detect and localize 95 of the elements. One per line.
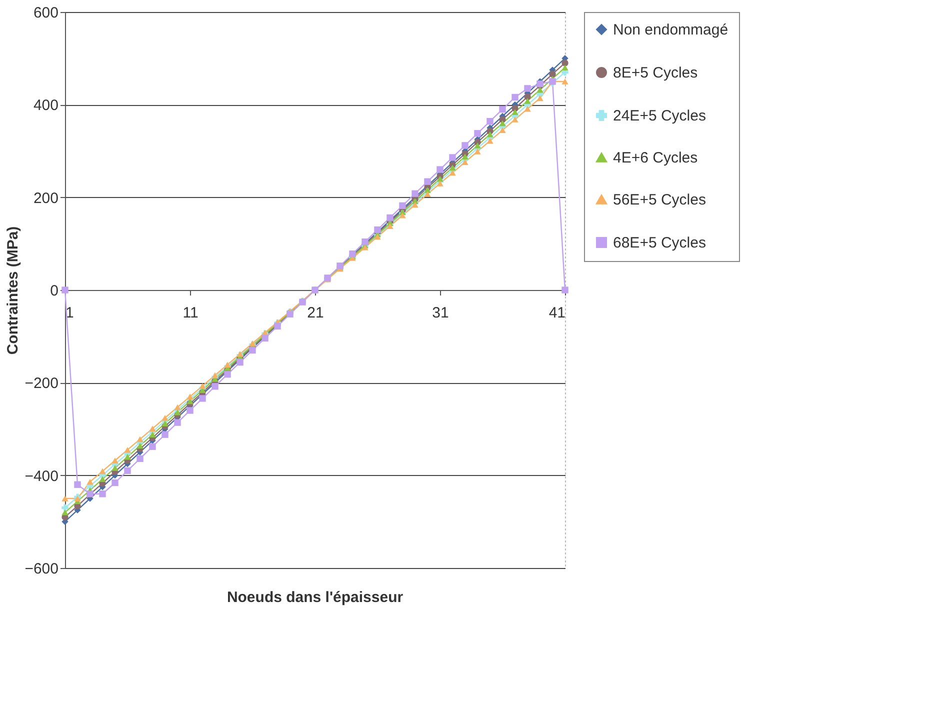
point [436, 166, 444, 173]
point [462, 159, 468, 166]
point [499, 106, 506, 113]
point [386, 214, 394, 222]
x-tick-label: 31 [432, 304, 449, 322]
point [62, 496, 68, 502]
point [524, 85, 531, 92]
point [512, 109, 518, 115]
point [136, 455, 144, 462]
point [62, 509, 68, 516]
point [112, 465, 118, 471]
x-tick-label: 41 [548, 304, 566, 322]
point [424, 178, 431, 185]
point [412, 190, 418, 197]
y-tick-label: 200 [33, 190, 58, 207]
point [62, 504, 68, 512]
point [449, 170, 456, 176]
point [524, 106, 531, 112]
legend-label: 4E+6 Cycles [613, 150, 698, 166]
point [249, 346, 256, 354]
point [536, 95, 544, 102]
x-axis-title: Noeuds dans l'épaisseur [226, 589, 404, 606]
point [199, 383, 206, 389]
point [436, 176, 444, 182]
point [174, 404, 181, 410]
point [112, 479, 118, 486]
point [562, 60, 568, 66]
point [512, 94, 518, 101]
point [124, 446, 131, 453]
point [174, 419, 181, 426]
point [499, 120, 506, 126]
x-tick-label: 1 [66, 304, 74, 322]
point [149, 443, 156, 450]
point [74, 481, 81, 488]
point [462, 142, 468, 149]
point [536, 86, 544, 93]
point [524, 98, 531, 104]
point [212, 383, 218, 390]
point [499, 127, 506, 134]
legend-label: 24E+5 Cycles [613, 108, 706, 124]
point [86, 478, 94, 485]
point [399, 212, 406, 218]
point [136, 436, 144, 442]
point [449, 154, 456, 161]
point [474, 142, 481, 148]
y-tick-label: 600 [33, 4, 58, 22]
point [124, 454, 131, 460]
point [124, 467, 131, 474]
point [474, 130, 481, 137]
point [136, 442, 144, 449]
point [199, 395, 206, 402]
point [236, 358, 244, 366]
y-tick-label: −600 [24, 560, 58, 578]
point [486, 138, 494, 144]
legend-label: 8E+5 Cycles [613, 64, 698, 82]
legend-label: 56E+5 Cycles [613, 192, 706, 208]
point [149, 432, 156, 438]
point [424, 187, 431, 193]
y-tick-label: 400 [33, 97, 58, 114]
y-tick-label: −200 [24, 375, 58, 392]
point [186, 407, 194, 414]
point [474, 148, 481, 154]
point [486, 118, 494, 125]
point [99, 468, 106, 474]
point [162, 414, 168, 421]
y-tick-label: −400 [24, 468, 58, 485]
point [162, 420, 168, 426]
x-tick-label: 11 [182, 304, 198, 322]
x-tick-label: 21 [307, 304, 324, 322]
point [462, 154, 468, 160]
legend-label: Non endommagé [613, 22, 728, 38]
point [162, 431, 168, 438]
point [436, 180, 444, 186]
point [149, 426, 156, 432]
point [549, 70, 556, 78]
point [424, 191, 431, 197]
point [512, 116, 518, 122]
y-axis-title: Contraintes (MPa) [4, 226, 22, 355]
point [112, 458, 118, 464]
point [562, 78, 568, 84]
point [374, 226, 381, 234]
point [174, 409, 181, 416]
point [399, 202, 406, 210]
point [186, 394, 194, 400]
point [224, 370, 231, 378]
point [99, 476, 106, 482]
point [486, 131, 494, 138]
point [562, 286, 568, 294]
y-tick-label: 0 [50, 282, 58, 300]
point [524, 93, 531, 100]
point [224, 362, 231, 368]
legend-label: 68E+5 Cycles [613, 234, 706, 252]
point [99, 490, 106, 498]
point [449, 164, 456, 171]
point [562, 64, 568, 71]
